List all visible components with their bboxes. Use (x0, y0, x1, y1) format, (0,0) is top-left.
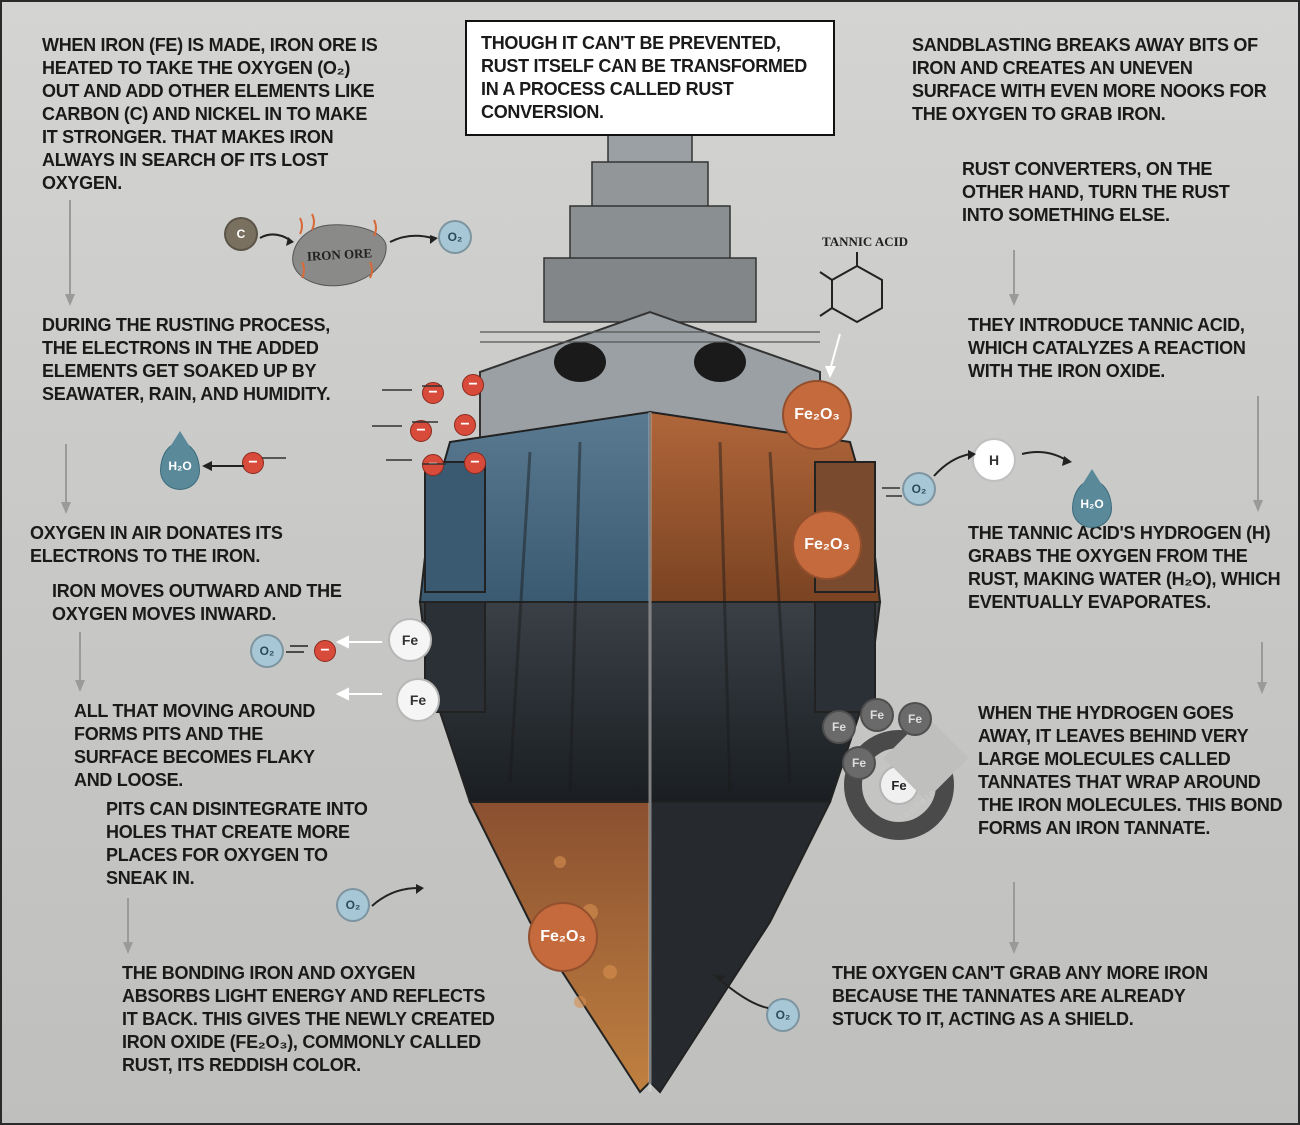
arrow-o2-pits (368, 880, 428, 920)
right-p2: Rust converters, on the other hand, turn… (962, 158, 1272, 227)
arrow-tannic-down (820, 332, 860, 382)
title-box: Though it can't be prevented, rust itsel… (465, 20, 835, 136)
arrow-electron-h2o (200, 454, 250, 478)
right-p6: The oxygen can't grab any more iron beca… (832, 962, 1232, 1031)
water-drop-left: H₂O (160, 442, 200, 490)
left-p3: Oxygen in air donates its electrons to t… (30, 522, 330, 568)
badge-fe2o3-right1: Fe₂O₃ (782, 380, 852, 450)
right-p4: The tannic acid's hydrogen (H) grabs the… (968, 522, 1288, 614)
arrow-fe-o2 (286, 632, 406, 702)
flow-arrow-icon (54, 444, 84, 518)
arrow-c-ore-o2 (254, 224, 454, 264)
left-p5: All that moving around forms pits and th… (74, 700, 344, 792)
flow-arrow-icon (1250, 642, 1280, 698)
right-p5: When the hydrogen goes away, it leaves b… (978, 702, 1288, 840)
left-p6: Pits can disintegrate into holes that cr… (106, 798, 386, 890)
tannic-acid-label: Tannic Acid (822, 234, 908, 250)
badge-fe2o3-right2: Fe₂O₃ (792, 510, 862, 580)
arrow-o2-h-h2o (932, 442, 1082, 492)
right-p3: They introduce tannic acid, which cataly… (968, 314, 1278, 383)
flow-arrow-icon (1246, 396, 1276, 516)
badge-fe-dark: Fe (860, 698, 894, 732)
o2-motion-lines (882, 480, 922, 510)
badge-fe-dark: Fe (822, 710, 856, 744)
left-p1: When iron (Fe) is made, iron ore is heat… (42, 34, 382, 195)
badge-fe-dark: Fe (842, 746, 876, 780)
right-p1: Sandblasting breaks away bits of iron an… (912, 34, 1272, 126)
left-p7: The bonding iron and oxygen absorbs ligh… (122, 962, 502, 1077)
flow-arrow-icon (68, 632, 98, 696)
badge-fe-dark: Fe (898, 702, 932, 736)
flow-arrow-icon (1002, 250, 1032, 310)
flow-arrow-icon (1002, 882, 1032, 958)
electron-motion-lines (262, 380, 522, 490)
ship-illustration (330, 42, 970, 1102)
ship-svg (330, 42, 970, 1102)
arrow-o2-blocked (708, 972, 778, 1022)
badge-o2-exchange: O₂ (250, 634, 284, 668)
flow-arrow-icon (58, 200, 88, 310)
tannic-acid-icon (812, 248, 902, 338)
badge-carbon: C (224, 217, 258, 251)
badge-o2-pits: O₂ (336, 888, 370, 922)
badge-fe2o3-bottom: Fe₂O₃ (528, 902, 598, 972)
flow-arrow-icon (116, 898, 146, 958)
left-p4: Iron moves outward and the oxygen moves … (52, 580, 352, 626)
